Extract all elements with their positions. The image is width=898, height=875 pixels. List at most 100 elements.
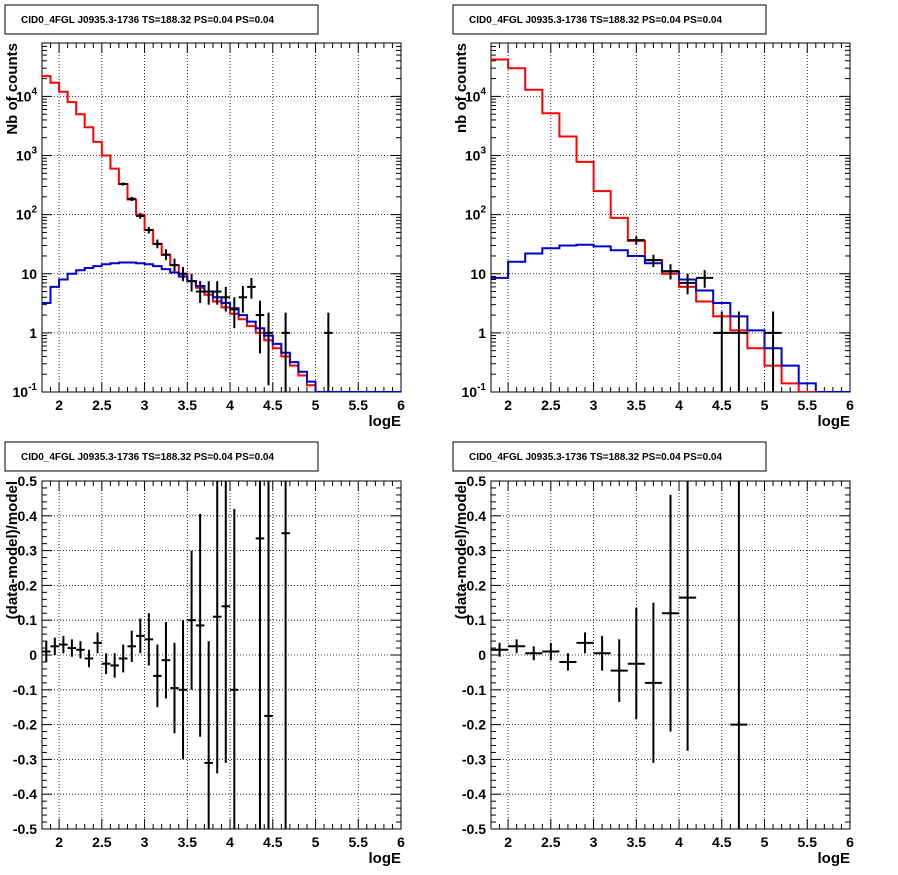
x-tick-label: 4.5 [712,834,732,850]
grid-lines [42,481,401,829]
data-point [255,300,265,354]
residual-point [730,481,748,829]
residual-point [42,641,51,662]
y-tick-label: 1 [29,325,37,341]
chart-panel-3: CID0_4FGL J0935.3-1736 TS=188.32 PS=0.04… [4,441,405,867]
y-tick-label: 0.2 [467,577,487,593]
x-tick-label: 5 [312,397,320,413]
residual-point [161,621,171,699]
x-tick-label: 2.5 [541,834,561,850]
residual-point [593,635,611,671]
x-tick-label: 3 [141,834,149,850]
y-axis-title: (data-model)/model [4,481,21,619]
x-tick-label: 3.5 [178,397,198,413]
x-axis-title: logE [369,850,402,867]
y-tick-label: 104 [465,86,487,104]
y-tick-label: 10-1 [13,382,38,400]
x-tick-label: 5.5 [798,397,818,413]
model-source-histogram [42,261,401,392]
residual-point [59,635,68,654]
data-point [118,182,128,186]
plot-frame [490,42,851,393]
grid-lines [491,43,850,392]
y-tick-label: 0.5 [467,473,487,489]
x-tick-label: 2 [55,834,63,850]
x-tick-label: 6 [846,397,854,413]
y-tick-label: -0.3 [462,751,486,767]
residual-point [187,550,196,690]
y-tick-label: 0.3 [18,543,38,559]
data-point [661,264,680,280]
y-tick-label: 103 [16,146,38,164]
residual-point [644,602,662,763]
y-tick-label: 103 [465,146,487,164]
x-tick-label: 6 [397,834,405,850]
y-tick-label: 0.4 [467,508,487,524]
residual-point [118,644,128,673]
y-tick-label: 1 [478,325,486,341]
chart-panel-2: CID0_4FGL J0935.3-1736 TS=188.32 PS=0.04… [452,4,854,430]
title-box [452,441,767,472]
x-tick-label: 2 [55,397,63,413]
residual-point [627,608,645,720]
data-point [713,311,731,392]
x-axis-title: logE [818,413,851,430]
y-tick-label: 10 [470,266,486,282]
x-tick-label: 2.5 [92,397,112,413]
y-tick-label: -0.2 [462,717,486,733]
title-box [4,4,319,35]
chart-panel-4: CID0_4FGL J0935.3-1736 TS=188.32 PS=0.04… [452,441,854,867]
data-layer [491,58,850,392]
residual-point [153,644,162,708]
x-tick-label: 4 [226,397,234,413]
residual-point [127,630,137,662]
residual-point [576,632,594,654]
y-tick-label: -0.5 [13,821,37,837]
data-point [264,312,273,386]
title-box [452,4,767,35]
data-point [324,312,333,392]
data-point [730,311,748,392]
data-point [204,281,213,305]
y-tick-label: -0.3 [13,751,37,767]
y-tick-label: 104 [16,86,38,104]
plot-frame [41,480,402,830]
x-tick-label: 4.5 [263,397,283,413]
x-tick-label: 2 [504,397,512,413]
x-tick-label: 6 [846,834,854,850]
tick-marks [490,480,851,830]
model-total-histogram [42,75,401,392]
y-tick-label: 0.1 [467,612,487,628]
data-layer [42,481,290,829]
y-tick-label: 0.3 [467,543,487,559]
y-tick-label: 0.4 [18,508,38,524]
y-tick-label: 10 [21,266,37,282]
data-point [679,273,697,295]
residual-point [101,653,111,675]
y-tick-label: 0 [29,647,37,663]
y-axis-title: Nb of counts [4,43,21,135]
x-tick-label: 5.5 [349,397,369,413]
data-point [764,311,782,392]
y-axis-title: (data-model)/model [453,481,470,619]
y-axis-title: nb of counts [453,43,470,133]
residual-point [136,618,145,654]
data-point [136,213,145,219]
x-tick-label: 3 [590,397,598,413]
y-tick-label: -0.2 [13,717,37,733]
x-tick-label: 2.5 [92,834,112,850]
x-tick-label: 3 [141,397,149,413]
x-tick-label: 5.5 [798,834,818,850]
residual-point [542,642,560,661]
data-point [187,273,196,292]
y-tick-label: 0.2 [18,577,38,593]
residual-point [255,481,265,829]
y-tick-label: -0.4 [13,786,37,802]
y-tick-label: 10-1 [462,382,487,400]
data-point [696,270,714,288]
chart-title: CID0_4FGL J0935.3-1736 TS=188.32 PS=0.04… [21,452,274,463]
tick-marks [41,42,402,393]
data-point [170,258,179,272]
chart-title: CID0_4FGL J0935.3-1736 TS=188.32 PS=0.04… [21,15,274,26]
tick-marks [490,42,851,393]
